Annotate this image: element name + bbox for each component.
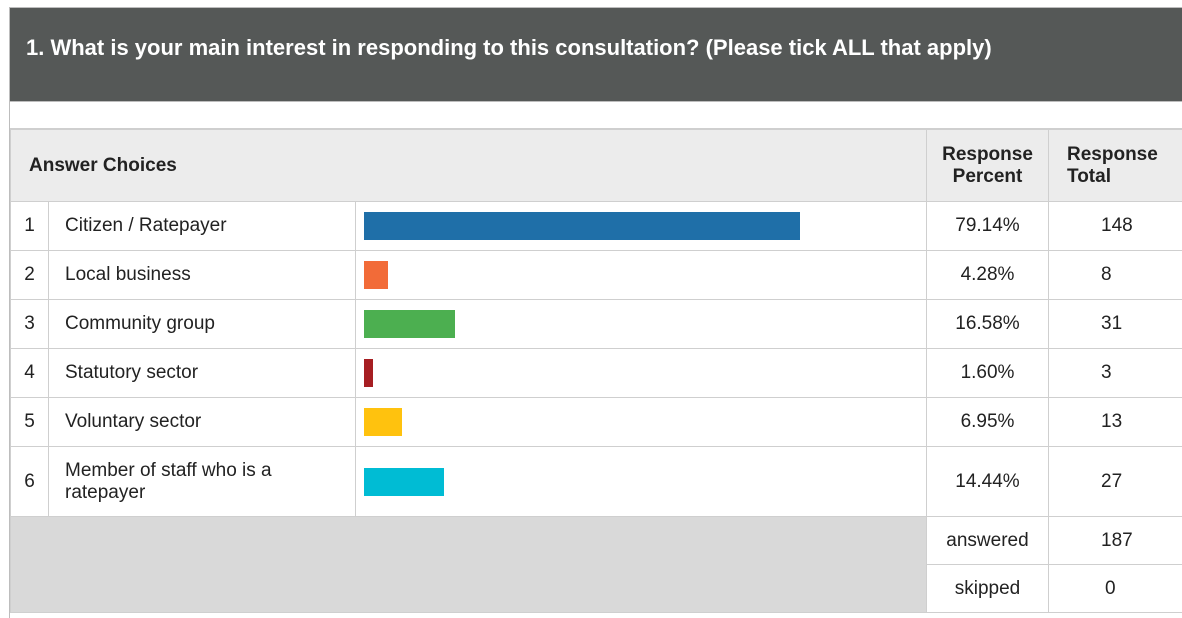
row-number: 3 <box>11 300 49 349</box>
response-bar <box>364 359 373 387</box>
question-header: 1. What is your main interest in respond… <box>10 8 1182 102</box>
response-percent: 16.58% <box>927 300 1049 349</box>
summary-blank <box>11 517 927 613</box>
row-number: 5 <box>11 398 49 447</box>
answer-label: Voluntary sector <box>49 398 356 447</box>
response-percent: 79.14% <box>927 202 1049 251</box>
answer-label: Local business <box>49 251 356 300</box>
response-total-header: Response Total <box>1049 130 1182 202</box>
skipped-label: skipped <box>927 565 1049 613</box>
bar-cell <box>356 349 927 398</box>
row-number: 4 <box>11 349 49 398</box>
bar-cell <box>356 202 927 251</box>
bar-cell <box>356 251 927 300</box>
response-total: 31 <box>1049 300 1182 349</box>
answered-value: 187 <box>1049 517 1182 565</box>
row-number: 1 <box>11 202 49 251</box>
response-percent: 4.28% <box>927 251 1049 300</box>
row-number: 6 <box>11 447 49 517</box>
response-total: 148 <box>1049 202 1182 251</box>
answer-label: Statutory sector <box>49 349 356 398</box>
skipped-value: 0 <box>1049 565 1182 613</box>
response-total: 3 <box>1049 349 1182 398</box>
answer-choices-header: Answer Choices <box>11 130 927 202</box>
answered-label: answered <box>927 517 1049 565</box>
row-number: 2 <box>11 251 49 300</box>
response-bar <box>364 468 444 496</box>
response-percent: 6.95% <box>927 398 1049 447</box>
response-bar <box>364 212 800 240</box>
response-percent-header: Response Percent <box>927 130 1049 202</box>
answer-label: Community group <box>49 300 356 349</box>
response-percent: 14.44% <box>927 447 1049 517</box>
responses-table: Answer Choices Response Percent Response… <box>10 129 1182 613</box>
bar-cell <box>356 300 927 349</box>
question-title: 1. What is your main interest in respond… <box>26 35 992 60</box>
response-total: 13 <box>1049 398 1182 447</box>
answer-label: Citizen / Ratepayer <box>49 202 356 251</box>
survey-question-table: 1. What is your main interest in respond… <box>9 7 1182 618</box>
response-percent: 1.60% <box>927 349 1049 398</box>
response-total: 8 <box>1049 251 1182 300</box>
answer-label: Member of staff who is a ratepayer <box>49 447 356 517</box>
response-total: 27 <box>1049 447 1182 517</box>
response-bar <box>364 261 388 289</box>
header-spacer <box>10 102 1182 129</box>
bar-cell <box>356 398 927 447</box>
bar-cell <box>356 447 927 517</box>
response-bar <box>364 408 402 436</box>
response-bar <box>364 310 455 338</box>
